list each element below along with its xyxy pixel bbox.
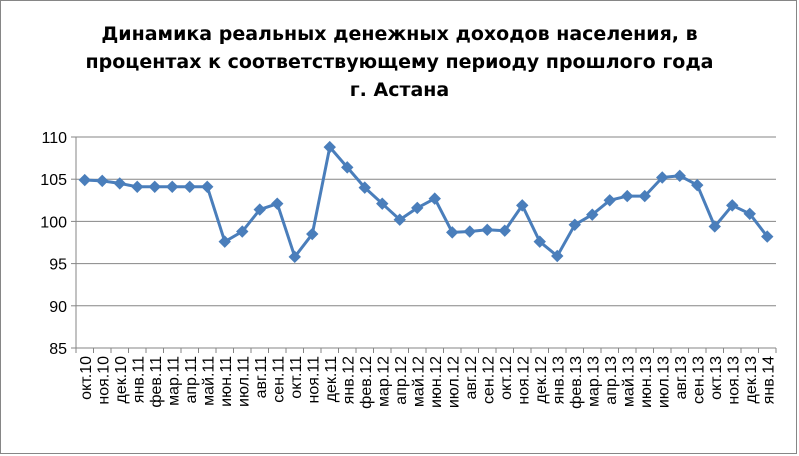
data-point-marker	[743, 207, 756, 221]
x-tick-label: янв.14	[760, 356, 777, 404]
y-tick-label: 110	[41, 130, 67, 147]
axes	[71, 136, 777, 353]
x-tick-label: апр.13	[603, 356, 620, 405]
x-tick-label: ноя.13	[725, 356, 742, 405]
x-tick-label: ноя.12	[515, 356, 532, 405]
x-tick-label: май.12	[410, 356, 427, 407]
data-point-marker	[341, 161, 354, 174]
data-point-marker	[183, 180, 196, 194]
data-point-marker	[166, 180, 179, 194]
data-point-marker	[533, 235, 546, 248]
data-point-marker	[516, 199, 529, 212]
data-point-marker	[113, 177, 126, 190]
x-tick-label: фев.11	[148, 356, 165, 408]
data-point-marker	[673, 169, 686, 183]
y-tick-label: 105	[40, 172, 67, 189]
x-tick-label: мар.13	[585, 356, 602, 407]
data-point-marker	[568, 218, 581, 231]
x-tick-label: окт.10	[78, 356, 95, 400]
x-tick-label: июн.12	[428, 356, 445, 408]
x-tick-label: июл.13	[655, 356, 672, 408]
chart-title-line-1: Динамика реальных денежных доходов насел…	[101, 23, 698, 45]
data-point-marker	[551, 249, 564, 263]
data-point-marker	[201, 180, 214, 194]
data-point-marker	[306, 227, 319, 241]
x-tick-label: июл.11	[235, 356, 252, 407]
x-tick-label: авг.12	[463, 356, 480, 400]
x-tick-label: окт.12	[498, 356, 515, 400]
x-tick-label: дек.12	[533, 356, 550, 404]
x-tick-label: июн.13	[638, 356, 655, 408]
x-tick-label: июл.12	[445, 356, 462, 408]
x-tick-label: мар.11	[165, 356, 182, 406]
x-tick-label: дек.11	[323, 356, 340, 402]
data-point-marker	[218, 235, 231, 248]
data-point-marker	[638, 189, 651, 203]
y-tick-labels: 85 90 95 100 105 110	[40, 130, 67, 358]
data-point-marker	[253, 203, 266, 216]
data-point-marker	[586, 208, 599, 221]
data-point-marker	[78, 173, 91, 187]
x-tick-label: авг.13	[673, 356, 690, 400]
x-tick-label: фев.12	[358, 356, 375, 409]
x-tick-label: сен.13	[690, 356, 707, 404]
x-tick-label: окт.13	[708, 356, 725, 400]
data-point-marker	[726, 199, 739, 212]
x-tick-label: ноя.10	[95, 356, 112, 405]
x-tick-label: авг.11	[253, 356, 270, 398]
x-tick-label: апр.11	[183, 356, 200, 404]
x-tick-label: дек.13	[743, 356, 760, 404]
data-point-marker	[323, 140, 336, 154]
x-tick-label: июн.11	[218, 356, 235, 407]
y-tick-label: 90	[49, 299, 67, 316]
data-point-marker	[481, 223, 494, 237]
data-point-marker	[376, 197, 389, 210]
data-point-marker	[446, 226, 459, 239]
data-point-marker	[463, 225, 476, 238]
x-tick-label: янв.13	[550, 356, 567, 404]
x-tick-label: янв.12	[340, 356, 357, 404]
data-point-marker	[288, 250, 301, 264]
data-point-marker	[498, 224, 511, 237]
x-tick-label: ноя.11	[305, 356, 322, 404]
chart-title-line-2: процентах к соответствующему периоду про…	[85, 51, 714, 73]
data-point-marker	[358, 181, 371, 194]
x-tick-label: фев.13	[568, 356, 585, 409]
data-point-marker	[131, 180, 144, 194]
data-point-marker	[96, 174, 109, 188]
x-tick-label: сен.11	[270, 356, 287, 403]
y-tick-label: 95	[49, 257, 67, 274]
x-tick-labels: окт.10 ноя.10 дек.10 янв.11 фев.11 мар.11 апр.…	[78, 356, 778, 409]
y-tick-label: 100	[40, 214, 67, 231]
series-line	[84, 145, 769, 259]
data-point-marker	[411, 201, 424, 215]
x-tick-label: сен.12	[480, 356, 497, 404]
data-point-marker	[656, 171, 669, 184]
chart-title: Динамика реальных денежных доходов насел…	[0, 20, 799, 104]
x-tick-label: окт.11	[288, 356, 305, 399]
data-point-marker	[236, 225, 249, 238]
data-point-marker	[621, 189, 634, 203]
data-point-marker	[603, 194, 616, 207]
x-tick-label: апр.12	[393, 356, 410, 405]
x-tick-label: мар.12	[375, 356, 392, 407]
data-point-marker	[708, 220, 721, 233]
x-tick-label: дек.10	[113, 356, 130, 404]
data-point-marker	[393, 213, 406, 226]
x-tick-label: май.11	[200, 356, 217, 406]
y-tick-label: 85	[49, 341, 67, 358]
series	[78, 140, 774, 264]
x-tick-label: янв.11	[130, 356, 147, 403]
data-point-marker	[428, 192, 441, 205]
x-tick-label: май.13	[620, 356, 637, 407]
data-point-marker	[148, 180, 161, 194]
gridlines	[76, 136, 776, 349]
data-point-marker	[761, 230, 774, 243]
chart-title-line-3: г. Астана	[349, 79, 450, 101]
data-point-marker	[271, 197, 284, 210]
data-point-marker	[691, 178, 704, 192]
